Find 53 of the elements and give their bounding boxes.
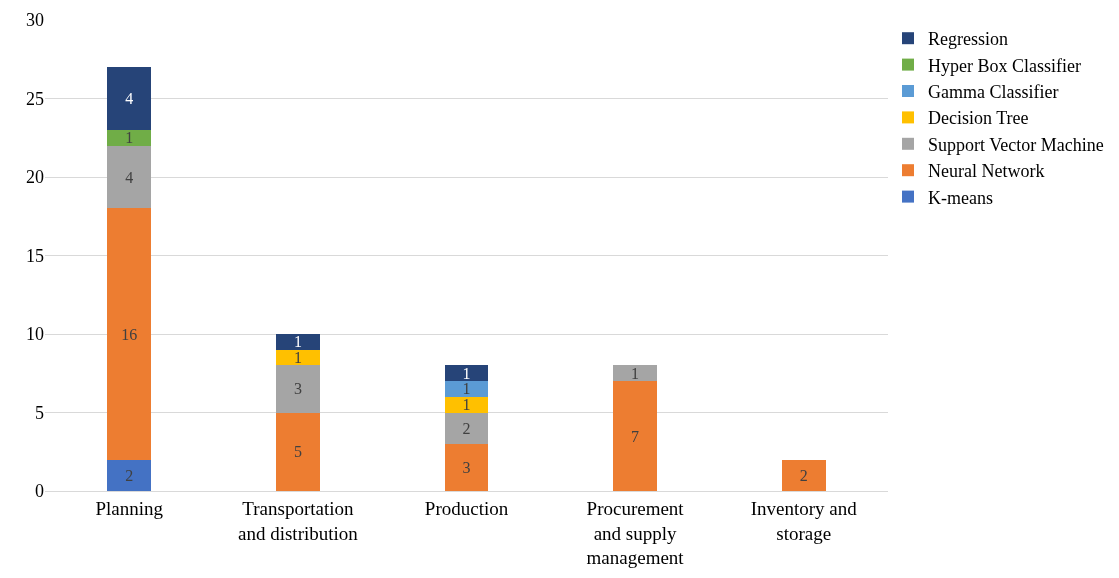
bar bbox=[444, 365, 489, 382]
x-tick-label: Production bbox=[424, 497, 509, 519]
legend-label: Hyper Box Classifier bbox=[928, 55, 1081, 76]
legend-label: Regression bbox=[928, 29, 1008, 50]
bar bbox=[107, 459, 152, 491]
bar bbox=[107, 145, 152, 209]
bar bbox=[107, 67, 152, 130]
bar bbox=[444, 381, 489, 397]
bar bbox=[275, 365, 320, 413]
data-label: 5 bbox=[293, 443, 302, 461]
y-tick-label: 10 bbox=[26, 324, 44, 345]
bar bbox=[107, 129, 152, 146]
x-tick-label: Inventory and storage bbox=[750, 497, 858, 544]
data-label: 4 bbox=[125, 168, 134, 186]
bar bbox=[275, 349, 320, 366]
y-tick-label: 25 bbox=[26, 88, 44, 109]
data-label: 2 bbox=[125, 466, 134, 484]
data-label: 3 bbox=[462, 458, 471, 476]
data-label: 1 bbox=[125, 129, 134, 147]
legend-label: Decision Tree bbox=[928, 108, 1029, 129]
data-label: 2 bbox=[462, 419, 471, 437]
bar bbox=[781, 459, 826, 491]
bar bbox=[275, 412, 320, 491]
data-label: 1 bbox=[293, 333, 302, 351]
legend-label: K-means bbox=[928, 187, 993, 208]
bar bbox=[275, 334, 320, 350]
bar bbox=[107, 208, 152, 460]
legend-label: Gamma Classifier bbox=[928, 82, 1059, 103]
x-tick-label: Planning bbox=[95, 497, 164, 519]
y-tick-label: 20 bbox=[26, 167, 44, 188]
data-label: 1 bbox=[462, 396, 471, 414]
data-label: 1 bbox=[462, 364, 471, 382]
data-label: 4 bbox=[125, 90, 134, 107]
data-label: 1 bbox=[462, 380, 471, 398]
bar bbox=[613, 365, 658, 382]
data-label: 16 bbox=[121, 325, 138, 343]
y-tick-label: 30 bbox=[26, 10, 44, 31]
y-tick-label: 0 bbox=[35, 481, 44, 502]
x-tick-label: Transportation and distribution bbox=[237, 497, 359, 544]
bar bbox=[444, 396, 489, 413]
x-tick-label: Procurement and supply management bbox=[586, 497, 685, 569]
bar bbox=[613, 381, 658, 491]
data-label: 3 bbox=[293, 380, 302, 398]
data-label: 1 bbox=[631, 364, 640, 382]
data-label: 1 bbox=[293, 349, 302, 367]
y-tick-label: 5 bbox=[35, 402, 44, 423]
y-tick-label: 15 bbox=[26, 245, 44, 266]
data-label: 7 bbox=[631, 427, 640, 445]
legend-label: Neural Network bbox=[928, 161, 1045, 182]
data-label: 2 bbox=[799, 466, 808, 484]
legend-label: Support Vector Machine bbox=[928, 134, 1104, 155]
bar bbox=[444, 412, 489, 444]
bar bbox=[444, 443, 489, 491]
